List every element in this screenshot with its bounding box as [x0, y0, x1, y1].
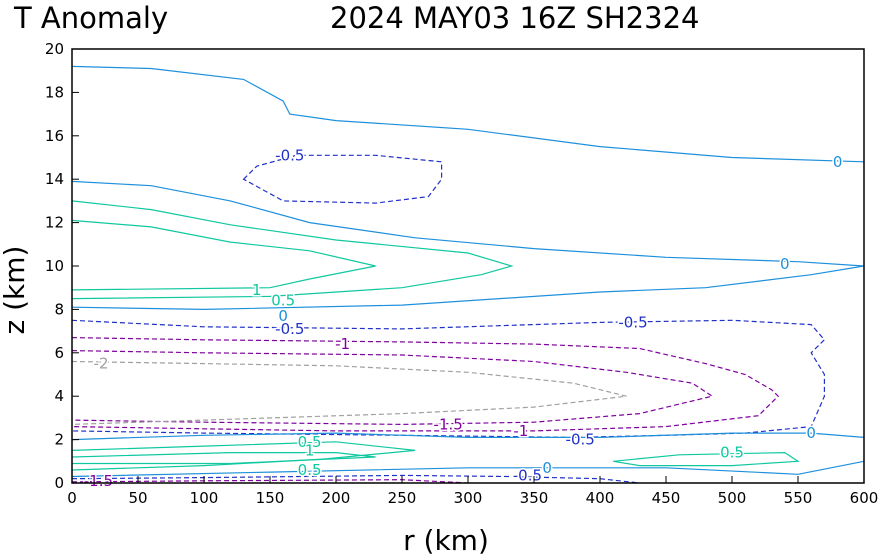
contour-line-neg0p5 [71, 319, 826, 439]
contour-label: 0.5 [720, 444, 744, 462]
contour-line-neg1p5 [71, 350, 714, 426]
x-tick-label: 500 [718, 489, 747, 507]
y-tick-label: 6 [54, 344, 64, 362]
contour-label: -0.5 [618, 313, 647, 331]
contour-label: -0.5 [566, 431, 595, 449]
x-tick-label: 50 [128, 489, 147, 507]
contour-line-0 [71, 432, 865, 441]
y-tick-label: 20 [45, 40, 64, 58]
contour-line-0 [71, 265, 865, 311]
chart-title: T Anomaly [13, 1, 168, 35]
x-axis-title: r (km) [403, 524, 489, 557]
contour-label: 0.5 [271, 292, 295, 310]
contour-label: -2 [94, 355, 109, 373]
y-tick-label: 14 [45, 170, 64, 188]
y-tick-label: 4 [54, 387, 64, 405]
contour-line-neg0p5 [71, 474, 640, 484]
contour-label: 0 [833, 153, 843, 171]
contour-label: 0.5 [298, 433, 322, 451]
plot-frame [71, 48, 865, 484]
contour-line-neg1 [71, 337, 780, 432]
contour-label: 1 [252, 281, 262, 299]
y-tick-label: 2 [54, 431, 64, 449]
x-axis: 0 50 100 150 200 250 300 350 400 450 500 550 600 [67, 476, 878, 507]
contour-line-neg2 [71, 360, 627, 425]
contour-label: -1 [335, 335, 350, 353]
contour-label: 0 [542, 459, 552, 477]
x-tick-label: 250 [388, 489, 417, 507]
contour-line-0p5 [613, 451, 800, 467]
x-tick-label: 300 [454, 489, 483, 507]
contour-label: -1.5 [434, 415, 463, 433]
contour-label: -1 [513, 422, 528, 440]
chart-subtitle: 2024 MAY03 16Z SH2324 [330, 1, 699, 35]
contour-line-0 [71, 180, 865, 267]
y-tick-label: 12 [45, 214, 64, 232]
x-tick-label: 450 [652, 489, 681, 507]
y-axis: 0 2 4 6 8 10 12 14 16 18 20 [45, 40, 79, 492]
y-tick-label: 8 [54, 300, 64, 318]
contour-label: 1 [305, 441, 315, 459]
contour-label: -0.5 [275, 320, 304, 338]
contour-label: 0 [278, 307, 288, 325]
x-tick-label: 600 [850, 489, 879, 507]
contour-label: -1.5 [84, 472, 113, 490]
contour-label: -0.5 [275, 146, 304, 164]
y-tick-label: 18 [45, 83, 64, 101]
contour-label: 0 [806, 424, 816, 442]
y-tick-label: 10 [45, 257, 64, 275]
contour-label: -0.5 [513, 466, 542, 484]
x-tick-label: 550 [784, 489, 813, 507]
x-tick-label: 100 [190, 489, 219, 507]
contour-line-0 [71, 460, 865, 478]
x-tick-label: 150 [256, 489, 285, 507]
contour-label: 0.5 [298, 461, 322, 479]
x-tick-label: 0 [67, 489, 77, 507]
contour-line-0p5 [71, 200, 514, 300]
contour-line-neg0p5 [242, 154, 443, 204]
contour-line-1 [71, 452, 376, 465]
x-tick-label: 350 [520, 489, 549, 507]
contour-line-0p5 [71, 441, 416, 471]
y-tick-label: 16 [45, 127, 64, 145]
y-axis-title: z (km) [0, 246, 31, 335]
contour-line-0 [71, 65, 865, 163]
contour-layer [71, 65, 865, 484]
x-tick-label: 400 [586, 489, 615, 507]
y-tick-label: 0 [54, 474, 64, 492]
contour-line-1 [71, 219, 376, 291]
x-tick-label: 200 [322, 489, 351, 507]
contour-label: 0 [780, 255, 790, 273]
